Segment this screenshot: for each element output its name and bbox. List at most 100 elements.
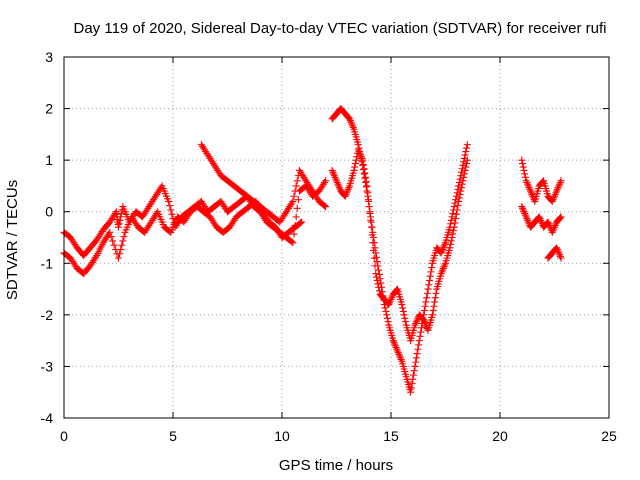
data-point	[460, 158, 468, 166]
data-point	[557, 213, 565, 221]
data-point	[438, 268, 446, 276]
data-point	[463, 160, 471, 168]
data-point	[396, 352, 404, 360]
data-point	[556, 215, 564, 223]
series-h	[544, 244, 565, 262]
data-point	[455, 178, 463, 186]
data-point	[524, 182, 532, 190]
data-point	[455, 182, 463, 190]
data-point	[450, 203, 458, 211]
data-point	[449, 230, 457, 238]
data-point	[347, 118, 355, 126]
data-point	[548, 197, 556, 205]
data-point	[519, 160, 527, 168]
data-point	[461, 151, 469, 159]
data-point	[460, 154, 468, 162]
data-point	[333, 178, 341, 186]
data-point	[535, 213, 543, 221]
data-point	[441, 261, 449, 269]
data-point	[417, 328, 425, 336]
data-point	[290, 230, 298, 238]
data-point	[454, 185, 462, 193]
data-point	[521, 209, 529, 217]
data-point	[437, 249, 445, 257]
data-point	[528, 191, 536, 199]
series-c	[197, 141, 330, 226]
data-point	[363, 182, 371, 190]
data-point	[420, 318, 428, 326]
data-point	[556, 178, 564, 186]
data-point	[551, 191, 559, 199]
data-point	[375, 287, 383, 295]
data-point	[537, 218, 545, 226]
data-point	[522, 177, 530, 185]
data-point	[412, 318, 420, 326]
data-point	[553, 246, 561, 254]
data-point	[457, 184, 465, 192]
data-point	[294, 196, 302, 204]
data-point	[116, 216, 124, 224]
data-point	[384, 318, 392, 326]
data-point	[167, 206, 175, 214]
data-point	[439, 244, 447, 252]
data-point	[551, 192, 558, 200]
data-point	[393, 345, 401, 353]
data-point	[459, 161, 467, 169]
data-point	[462, 163, 470, 171]
data-point	[527, 187, 535, 195]
data-point	[539, 178, 547, 186]
x-tick-label: 15	[383, 428, 399, 444]
data-point	[526, 185, 534, 193]
data-point	[374, 280, 382, 288]
data-point	[399, 304, 407, 312]
data-point	[423, 289, 431, 297]
data-point	[364, 196, 372, 204]
data-point	[410, 367, 418, 375]
data-point	[423, 294, 431, 302]
data-point	[293, 177, 301, 185]
data-point	[350, 166, 358, 174]
data-point	[398, 301, 406, 309]
data-point	[371, 262, 379, 270]
data-point	[455, 194, 463, 202]
data-point	[119, 237, 127, 245]
chart-title: Day 119 of 2020, Sidereal Day-to-day VTE…	[74, 20, 607, 37]
data-point	[375, 266, 383, 274]
x-tick-label: 5	[169, 428, 177, 444]
data-point	[352, 156, 360, 164]
data-point	[555, 182, 563, 190]
series-d	[328, 105, 471, 396]
data-point	[389, 337, 397, 345]
data-point	[412, 358, 420, 366]
data-point	[426, 276, 434, 284]
x-tick-label: 10	[274, 428, 290, 444]
data-point	[525, 184, 533, 192]
data-point	[396, 354, 404, 362]
data-point	[431, 298, 439, 306]
data-point	[322, 177, 330, 185]
data-point	[422, 298, 430, 306]
data-point	[346, 117, 354, 125]
x-tick-label: 20	[492, 428, 508, 444]
data-point	[354, 146, 362, 154]
data-point	[115, 223, 122, 231]
data-point	[335, 182, 343, 190]
series-e	[328, 146, 471, 345]
data-point	[402, 318, 410, 326]
data-point	[457, 172, 465, 180]
data-point	[518, 203, 526, 211]
data-point	[521, 170, 529, 178]
data-point	[556, 252, 564, 260]
data-point	[410, 371, 418, 379]
data-point	[333, 177, 340, 185]
data-point	[407, 388, 415, 396]
data-point	[453, 189, 461, 197]
data-point	[463, 141, 471, 149]
data-point	[553, 187, 561, 195]
data-point	[117, 209, 125, 217]
data-point	[421, 319, 429, 327]
data-point	[359, 156, 367, 164]
data-point	[455, 197, 463, 205]
data-point	[290, 192, 298, 200]
